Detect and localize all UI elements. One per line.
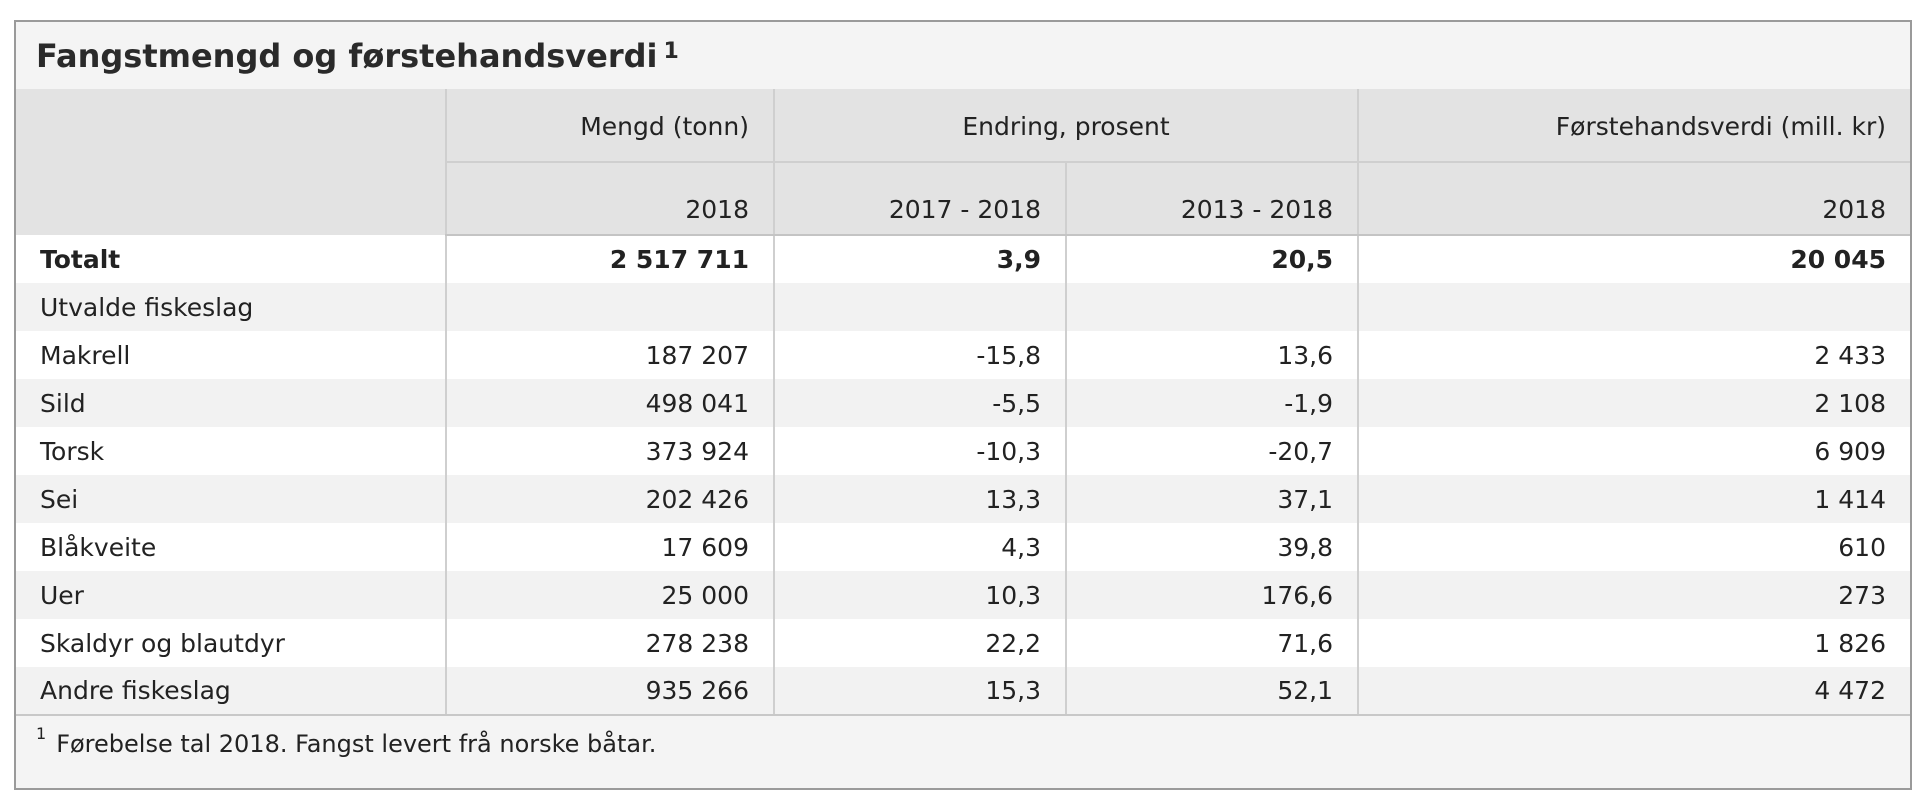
cell-mengd: 17 609 (445, 523, 774, 571)
cell-mengd: 935 266 (445, 667, 774, 716)
header-forstehandsverdi: Førstehandsverdi (mill. kr) (1357, 89, 1910, 163)
table-row-totalt: Totalt 2 517 711 3,9 20,5 20 045 (16, 235, 1910, 283)
row-label: Blåkveite (16, 523, 446, 571)
title-footnote-mark: 1 (663, 39, 679, 64)
table-row: Blåkveite 17 609 4,3 39,8 610 (16, 523, 1910, 571)
table-row: Uer 25 000 10,3 176,6 273 (16, 571, 1910, 619)
cell-value: 6 909 (1357, 427, 1910, 475)
cell-change-1yr: 13,3 (773, 475, 1066, 523)
footnote-mark: 1 (36, 724, 47, 743)
row-label: Sei (16, 475, 446, 523)
cell-mengd: 187 207 (445, 331, 774, 379)
row-label: Andre fiskeslag (16, 667, 446, 716)
row-label: Totalt (16, 235, 446, 283)
cell-change-5yr: 52,1 (1064, 667, 1359, 716)
header-row-groups: Mengd (tonn) Endring, prosent Førstehand… (16, 89, 1910, 235)
cell-mengd: 2 517 711 (445, 235, 774, 283)
cell-change-1yr: 3,9 (773, 235, 1066, 283)
row-label: Makrell (16, 331, 446, 379)
cell-mengd: 278 238 (445, 619, 774, 667)
table-title: Fangstmengd og førstehandsverdi (36, 36, 658, 75)
header-mengd: Mengd (tonn) (445, 89, 774, 163)
cell-change-5yr: -1,9 (1064, 379, 1359, 427)
cell-change-1yr: -10,3 (773, 427, 1066, 475)
cell-change-1yr: -5,5 (773, 379, 1066, 427)
cell-value (1357, 283, 1910, 331)
table-row: Utvalde fiskeslag (16, 283, 1910, 331)
cell-value: 20 045 (1357, 235, 1910, 283)
header-year-value: 2018 (1357, 162, 1910, 236)
cell-value: 1 826 (1357, 619, 1910, 667)
table-title-bar: Fangstmengd og førstehandsverdi 1 (16, 22, 1910, 89)
cell-mengd: 202 426 (445, 475, 774, 523)
cell-change-5yr: 71,6 (1064, 619, 1359, 667)
cell-change-1yr: -15,8 (773, 331, 1066, 379)
cell-change-1yr: 22,2 (773, 619, 1066, 667)
header-year-mengd: 2018 (445, 162, 774, 236)
header-year-change-1: 2017 - 2018 (773, 162, 1066, 236)
cell-mengd: 373 924 (445, 427, 774, 475)
cell-change-5yr: 176,6 (1064, 571, 1359, 619)
row-label: Torsk (16, 427, 446, 475)
row-label: Uer (16, 571, 446, 619)
cell-change-5yr (1064, 283, 1359, 331)
cell-change-5yr: 20,5 (1064, 235, 1359, 283)
table-row: Makrell 187 207 -15,8 13,6 2 433 (16, 331, 1910, 379)
cell-value: 2 433 (1357, 331, 1910, 379)
table-footnote: 1 Førebelse tal 2018. Fangst levert frå n… (16, 716, 1910, 758)
row-label: Utvalde fiskeslag (16, 283, 446, 331)
header-endring: Endring, prosent (772, 89, 1359, 163)
header-year-change-5: 2013 - 2018 (1064, 162, 1359, 236)
cell-value: 2 108 (1357, 379, 1910, 427)
cell-change-5yr: 37,1 (1064, 475, 1359, 523)
cell-change-5yr: 39,8 (1064, 523, 1359, 571)
cell-mengd: 498 041 (445, 379, 774, 427)
row-label: Skaldyr og blautdyr (16, 619, 446, 667)
cell-mengd: 25 000 (445, 571, 774, 619)
table-row: Skaldyr og blautdyr 278 238 22,2 71,6 1 … (16, 619, 1910, 667)
cell-mengd (445, 283, 774, 331)
cell-change-5yr: -20,7 (1064, 427, 1359, 475)
cell-change-1yr: 4,3 (773, 523, 1066, 571)
cell-change-1yr: 15,3 (773, 667, 1066, 716)
cell-value: 610 (1357, 523, 1910, 571)
table-row: Andre fiskeslag 935 266 15,3 52,1 4 472 (16, 667, 1910, 716)
cell-change-1yr (773, 283, 1066, 331)
header-corner-cell (16, 89, 446, 235)
cell-value: 1 414 (1357, 475, 1910, 523)
row-label: Sild (16, 379, 446, 427)
table-row: Sild 498 041 -5,5 -1,9 2 108 (16, 379, 1910, 427)
footnote-text: Førebelse tal 2018. Fangst levert frå no… (56, 730, 657, 758)
cell-value: 4 472 (1357, 667, 1910, 716)
cell-value: 273 (1357, 571, 1910, 619)
header-row-years: 2018 2017 - 2018 2013 - 2018 2018 (16, 162, 1910, 236)
cell-change-5yr: 13,6 (1064, 331, 1359, 379)
table-container: Fangstmengd og førstehandsverdi 1 Mengd … (14, 20, 1912, 790)
table-row: Torsk 373 924 -10,3 -20,7 6 909 (16, 427, 1910, 475)
cell-change-1yr: 10,3 (773, 571, 1066, 619)
statistics-table: Mengd (tonn) Endring, prosent Førstehand… (16, 89, 1910, 716)
table-row: Sei 202 426 13,3 37,1 1 414 (16, 475, 1910, 523)
